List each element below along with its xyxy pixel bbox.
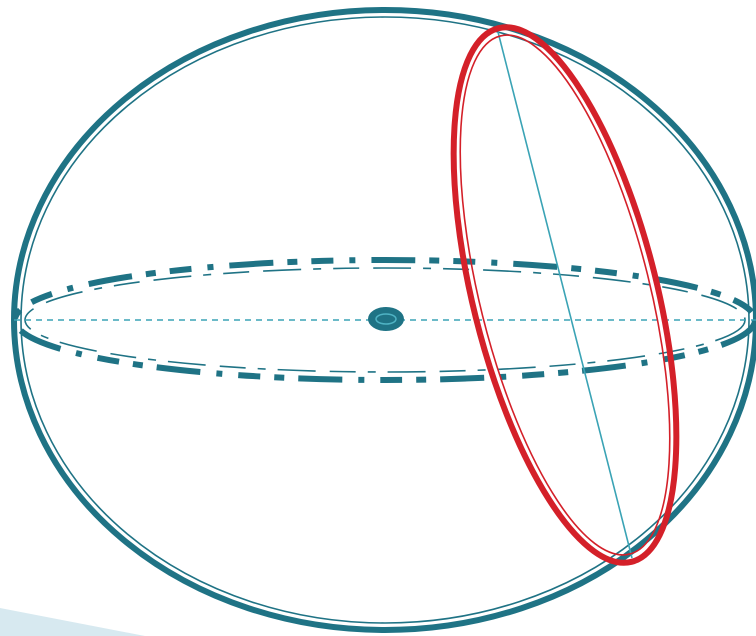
center-point bbox=[368, 307, 404, 331]
meridian-outline bbox=[450, 24, 680, 566]
meridian-axis bbox=[497, 31, 633, 559]
sphere-inner-outline bbox=[20, 16, 750, 624]
meridian-ring bbox=[450, 24, 680, 566]
corner-shape bbox=[0, 608, 145, 636]
meridian-inner-outline bbox=[459, 34, 671, 556]
center-point-ring bbox=[375, 313, 397, 325]
